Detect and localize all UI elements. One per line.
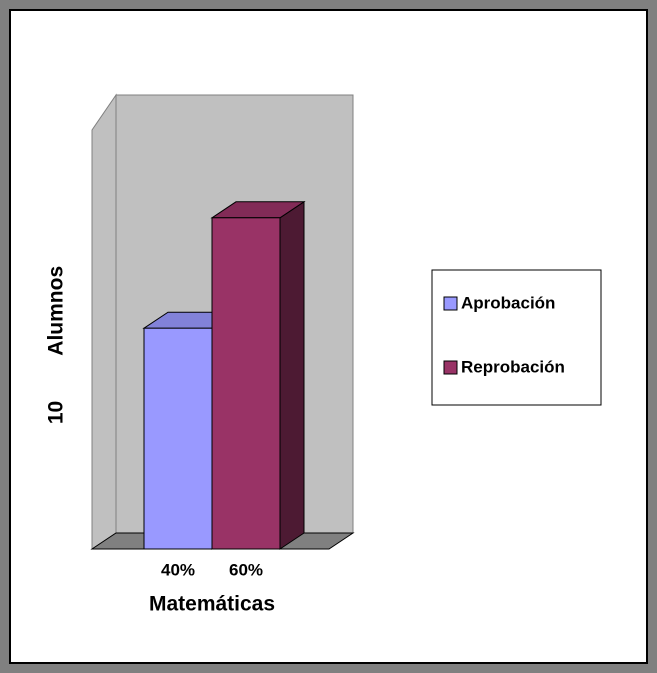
value-label: 40%	[161, 560, 195, 579]
legend-swatch	[443, 360, 458, 375]
legend-label: Aprobación	[461, 293, 555, 312]
bar	[211, 217, 281, 550]
side-wall	[91, 93, 117, 550]
legend-swatch	[443, 296, 458, 311]
x-category-label: Matemáticas	[149, 593, 275, 616]
value-label: 60%	[229, 560, 263, 579]
legend-label: Reprobación	[461, 357, 565, 376]
bar	[143, 327, 213, 550]
y-axis-title: 10 Alumnos	[45, 266, 68, 424]
bar-side	[279, 200, 305, 550]
legend	[431, 269, 602, 406]
